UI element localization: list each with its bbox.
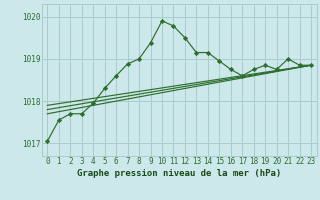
- X-axis label: Graphe pression niveau de la mer (hPa): Graphe pression niveau de la mer (hPa): [77, 169, 281, 178]
